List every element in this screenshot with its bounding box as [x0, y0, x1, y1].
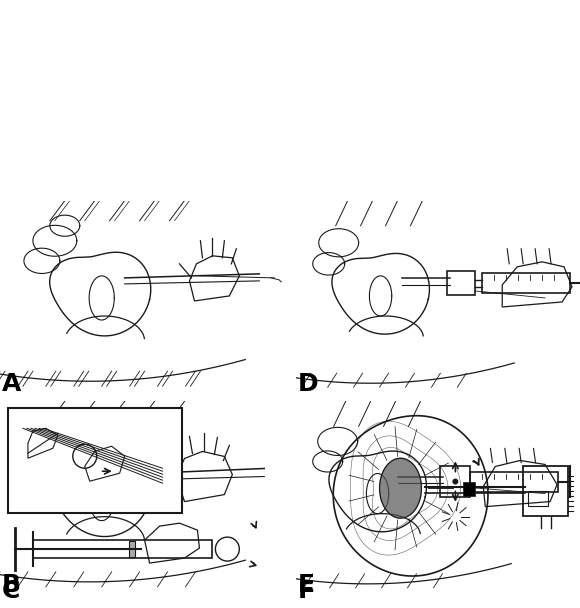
Bar — [440, 466, 470, 497]
Bar — [470, 472, 558, 491]
Text: F: F — [298, 579, 315, 603]
Bar — [447, 271, 475, 295]
Circle shape — [452, 478, 458, 485]
Bar — [528, 491, 548, 506]
Bar — [8, 409, 183, 513]
Text: A: A — [2, 372, 21, 396]
Text: D: D — [298, 372, 318, 396]
Bar — [463, 482, 475, 496]
Bar — [129, 541, 135, 557]
Text: B: B — [2, 573, 21, 597]
Bar — [483, 273, 570, 293]
Bar — [523, 466, 568, 516]
Polygon shape — [379, 458, 422, 518]
Bar — [33, 540, 212, 558]
Text: E: E — [298, 573, 315, 597]
Text: C: C — [2, 579, 20, 603]
